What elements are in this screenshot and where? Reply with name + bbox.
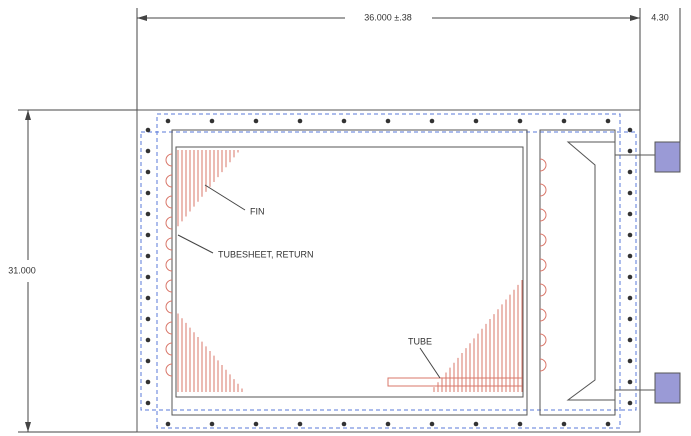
dimension-label: 36.000 ±.38 — [364, 12, 411, 22]
bolt — [145, 400, 151, 406]
bolt — [605, 421, 611, 427]
leader — [419, 347, 441, 379]
callout: TUBE — [408, 336, 432, 346]
tube-bend — [165, 195, 173, 209]
bolt — [627, 211, 633, 217]
tube-bend — [539, 208, 547, 222]
arrow — [630, 15, 640, 21]
tube-bend — [539, 358, 547, 372]
tube-bend — [165, 363, 173, 377]
bolt — [627, 190, 633, 196]
leader — [177, 234, 214, 254]
bolt — [627, 379, 633, 385]
header — [566, 141, 616, 401]
callout: TUBESHEET, RETURN — [218, 249, 314, 259]
tube-bend — [539, 233, 547, 247]
core-frame — [171, 129, 528, 416]
bolt — [253, 118, 259, 124]
bolt — [145, 211, 151, 217]
bolt — [561, 421, 567, 427]
bolt — [341, 118, 347, 124]
bolt — [473, 118, 479, 124]
bolt — [627, 232, 633, 238]
bolt — [145, 379, 151, 385]
bolt — [473, 421, 479, 427]
flange-line — [140, 131, 637, 411]
bolt — [627, 253, 633, 259]
bolt — [145, 148, 151, 154]
bolt — [627, 337, 633, 343]
tube-bend — [165, 258, 173, 272]
tube-bend — [165, 342, 173, 356]
bolt — [145, 295, 151, 301]
bolt — [627, 127, 633, 133]
tube-bend — [165, 153, 173, 167]
bolt — [517, 118, 523, 124]
bolt — [165, 421, 171, 427]
arrow — [137, 15, 147, 21]
leader — [204, 184, 246, 211]
dimension-label: 4.30 — [651, 12, 669, 22]
tube-bend — [165, 237, 173, 251]
bolt — [627, 295, 633, 301]
bolt — [561, 118, 567, 124]
tube-bend — [539, 258, 547, 272]
flange-line — [156, 113, 621, 429]
bolt — [145, 169, 151, 175]
bolt — [385, 421, 391, 427]
nozzle — [654, 372, 681, 404]
bolt — [429, 421, 435, 427]
bolt — [145, 190, 151, 196]
tube-bend — [539, 183, 547, 197]
bolt — [627, 400, 633, 406]
bolt — [165, 118, 171, 124]
arrow — [25, 110, 31, 120]
bolt — [209, 421, 215, 427]
bolt — [209, 118, 215, 124]
bolt — [145, 253, 151, 259]
bolt — [341, 421, 347, 427]
bolt — [627, 148, 633, 154]
dimension-label: 31.000 — [8, 265, 36, 275]
bolt — [385, 118, 391, 124]
bolt — [145, 316, 151, 322]
tube-bend — [165, 174, 173, 188]
bolt — [253, 421, 259, 427]
callout: FIN — [250, 206, 265, 216]
tube-bend — [165, 279, 173, 293]
bolt — [145, 232, 151, 238]
bolt — [145, 127, 151, 133]
outer-frame — [136, 109, 641, 433]
tube-bend — [165, 321, 173, 335]
bolt — [627, 358, 633, 364]
tube-bend — [539, 308, 547, 322]
bolt — [145, 274, 151, 280]
tube-bend — [539, 283, 547, 297]
bolt — [627, 274, 633, 280]
nozzle — [654, 141, 681, 173]
bolt — [605, 118, 611, 124]
bolt — [627, 316, 633, 322]
core-inner — [175, 146, 524, 398]
tube-bend — [539, 158, 547, 172]
bolt — [145, 358, 151, 364]
bolt — [627, 169, 633, 175]
arrow — [25, 422, 31, 432]
tube-bend — [165, 300, 173, 314]
tube-bend — [165, 216, 173, 230]
bolt — [297, 118, 303, 124]
tube — [387, 377, 523, 387]
header-box — [539, 129, 616, 416]
bolt — [429, 118, 435, 124]
hatching — [145, 118, 633, 427]
bolt — [297, 421, 303, 427]
bolt — [517, 421, 523, 427]
tube-bend — [539, 333, 547, 347]
bolt — [145, 337, 151, 343]
